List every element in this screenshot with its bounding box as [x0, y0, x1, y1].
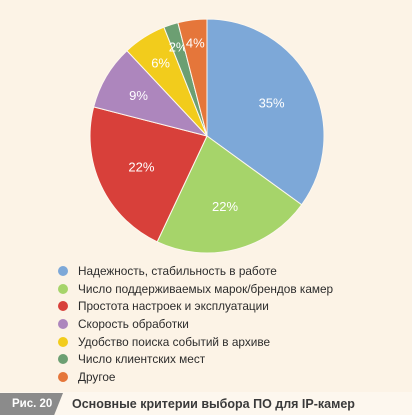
figure-number-badge: Рис. 20	[0, 393, 63, 415]
legend-item: Надежность, стабильность в работе	[58, 262, 333, 280]
legend-swatch	[58, 265, 68, 276]
pie-slice	[177, 18, 208, 137]
figure-caption: Рис. 20 Основные критерии выбора ПО для …	[0, 393, 412, 415]
slice-value-label: 9%	[129, 88, 148, 103]
legend-label: Простота настроек и эксплуатации	[78, 299, 269, 314]
legend-label: Скорость обработки	[78, 316, 189, 331]
legend-swatch	[58, 336, 68, 347]
pie-slice	[206, 18, 325, 206]
legend-item: Удобство поиска событий в архиве	[58, 333, 333, 351]
legend-label: Число клиентских мест	[78, 352, 206, 367]
legend-item: Простота настроек и эксплуатации	[58, 297, 333, 315]
legend-label: Другое	[78, 369, 116, 384]
legend-label: Удобство поиска событий в архиве	[78, 334, 271, 349]
legend-swatch	[58, 371, 68, 382]
legend-item: Число клиентских мест	[58, 350, 333, 368]
legend: Надежность, стабильность в работе Число п…	[58, 262, 333, 386]
legend-swatch	[58, 301, 68, 312]
pie-slice	[89, 106, 208, 243]
legend-swatch	[58, 354, 68, 365]
legend-item: Скорость обработки	[58, 315, 333, 333]
chart-panel: 35% 22% 22% 9% 6% 2% 4% Надежность, стабильнос…	[58, 18, 334, 386]
legend-swatch	[58, 283, 68, 294]
slice-value-label: 35%	[259, 96, 285, 111]
figure-caption-text: Основные критерии выбора ПО для IP-камер	[72, 397, 355, 411]
legend-label: Надежность, стабильность в работе	[78, 263, 277, 278]
legend-item: Другое	[58, 368, 333, 386]
slice-value-label: 22%	[128, 159, 154, 174]
slice-value-label: 6%	[151, 55, 170, 70]
slice-value-label: 22%	[212, 199, 238, 214]
slice-value-label: 4%	[186, 36, 205, 51]
legend-label: Число поддерживаемых марок/брендов камер	[78, 281, 334, 296]
pie-chart: 35%22%22%9%6%2%4%	[89, 18, 325, 254]
legend-swatch	[58, 318, 68, 329]
legend-item: Число поддерживаемых марок/брендов камер	[58, 280, 333, 298]
